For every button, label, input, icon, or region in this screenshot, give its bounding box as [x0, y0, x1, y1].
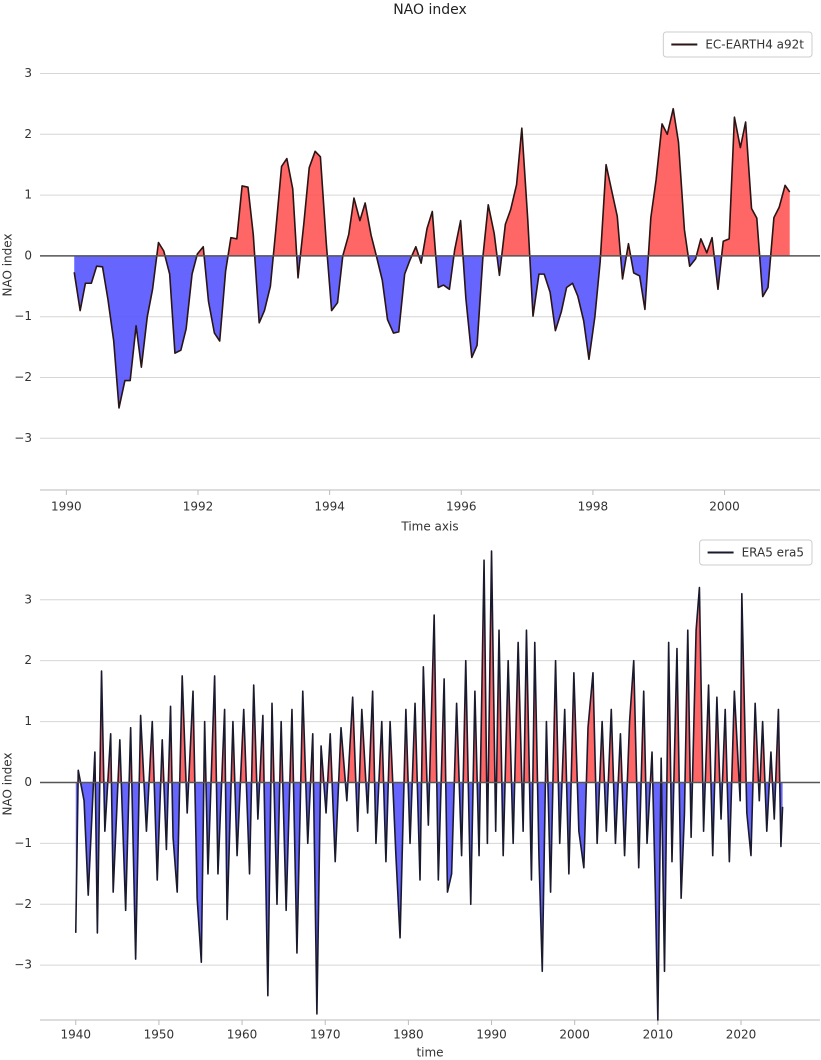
x-tick-label: 1994 — [314, 500, 345, 514]
x-tick-label: 1980 — [393, 1028, 424, 1042]
x-tick-label: 1990 — [51, 500, 82, 514]
series-line — [73, 107, 791, 409]
y-tick-label: −2 — [14, 897, 32, 911]
x-tick-label: 1996 — [446, 500, 477, 514]
y-tick-label: 3 — [24, 592, 32, 606]
x-tick-label: 2000 — [709, 500, 740, 514]
y-axis-label: NAO index — [1, 752, 15, 815]
y-tick-label: 0 — [24, 775, 32, 789]
y-tick-label: 0 — [24, 248, 32, 262]
y-tick-label: 1 — [24, 714, 32, 728]
legend-label: EC-EARTH4 a92t — [705, 38, 804, 52]
x-tick-label: 1950 — [144, 1028, 175, 1042]
y-axis-label: NAO index — [1, 233, 15, 296]
negative-area — [74, 255, 771, 408]
y-tick-label: −2 — [14, 370, 32, 384]
x-tick-label: 1990 — [476, 1028, 507, 1042]
y-tick-label: 2 — [24, 653, 32, 667]
y-tick-label: −1 — [14, 836, 32, 850]
legend: ERA5 era5 — [699, 539, 813, 566]
legend: EC-EARTH4 a92t — [662, 31, 813, 58]
positive-area — [74, 108, 790, 256]
legend-box — [662, 31, 813, 58]
y-tick-label: −1 — [14, 309, 32, 323]
x-tick-label: 1960 — [227, 1028, 258, 1042]
series-line — [74, 550, 784, 1021]
legend-box — [699, 539, 813, 566]
x-axis-label: Time axis — [400, 520, 458, 534]
x-tick-label: 1940 — [60, 1028, 91, 1042]
x-tick-label: 2020 — [726, 1028, 757, 1042]
y-tick-label: 2 — [24, 127, 32, 141]
x-tick-label: 2010 — [643, 1028, 674, 1042]
x-tick-label: 1998 — [578, 500, 609, 514]
y-tick-label: 1 — [24, 188, 32, 202]
x-axis-label: time — [416, 1046, 443, 1060]
x-tick-label: 2000 — [559, 1028, 590, 1042]
x-tick-label: 1970 — [310, 1028, 341, 1042]
legend-label: ERA5 era5 — [742, 546, 804, 560]
chart-title: NAO index — [393, 2, 467, 18]
y-tick-label: −3 — [14, 431, 32, 445]
x-tick-label: 1992 — [183, 500, 214, 514]
y-tick-label: 3 — [24, 66, 32, 80]
y-tick-label: −3 — [14, 958, 32, 972]
